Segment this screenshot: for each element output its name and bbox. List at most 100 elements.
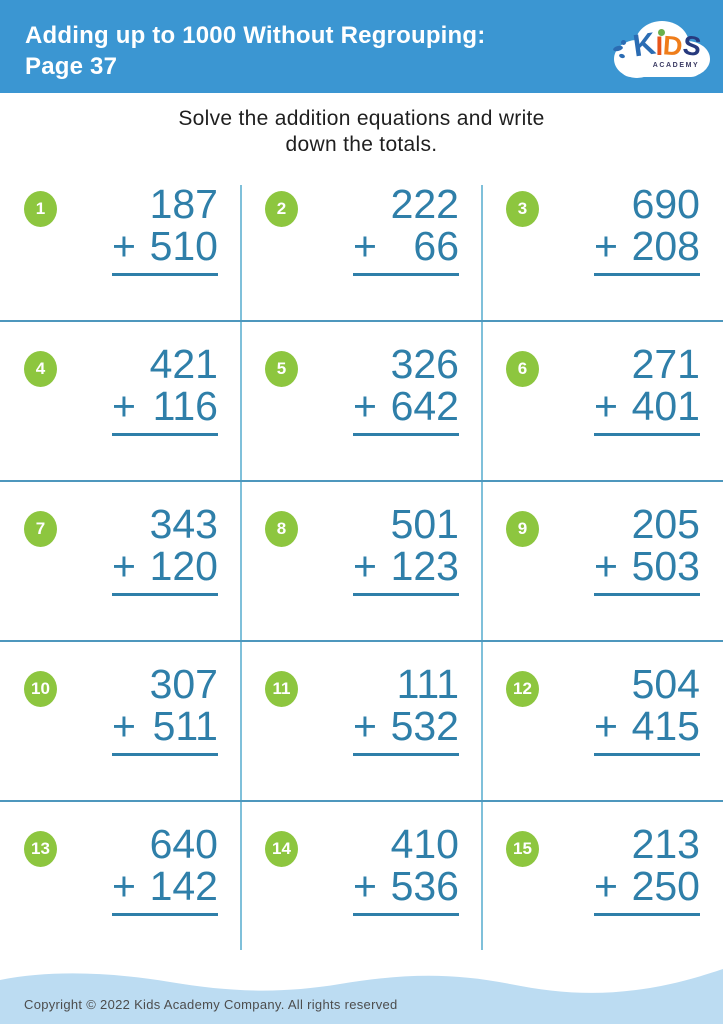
plus-sign: + (594, 543, 618, 589)
answer-blank[interactable] (112, 913, 218, 916)
answer-blank[interactable] (353, 433, 459, 436)
addend-bottom: 250 (631, 863, 700, 909)
addend-bottom-row: + 511 (112, 705, 218, 747)
addition-problem: 213 + 250 (594, 823, 700, 916)
column-divider (481, 185, 483, 950)
addend-bottom: 510 (149, 223, 218, 269)
addend-top: 343 (149, 501, 218, 547)
addend-top: 271 (631, 341, 700, 387)
problem-number-badge: 9 (506, 511, 539, 547)
answer-blank[interactable] (594, 273, 700, 276)
problem-number-badge: 12 (506, 671, 539, 707)
addition-problem: 410 + 536 (353, 823, 459, 916)
page-title-line1: Adding up to 1000 Without Regrouping: (25, 22, 486, 49)
problem-cell-12: 12 504 + 415 (482, 641, 723, 801)
plus-sign: + (353, 543, 377, 589)
addend-bottom-row: + 536 (353, 865, 459, 907)
problem-number-badge: 14 (265, 831, 298, 867)
answer-blank[interactable] (594, 913, 700, 916)
answer-blank[interactable] (594, 753, 700, 756)
addend-bottom-row: + 208 (594, 225, 700, 267)
addend-bottom: 142 (149, 863, 218, 909)
row-divider (0, 480, 723, 482)
logo-wordmark: KIDS (627, 25, 707, 64)
addition-problem: 187 + 510 (112, 183, 218, 276)
logo-letter-s: S (680, 29, 703, 63)
answer-blank[interactable] (353, 593, 459, 596)
addend-bottom: 511 (152, 703, 218, 749)
addend-bottom-row: + 66 (353, 225, 459, 267)
row-divider (0, 640, 723, 642)
logo-text: KIDS ACADEMY (627, 25, 707, 69)
answer-blank[interactable] (353, 273, 459, 276)
problem-number-badge: 10 (24, 671, 57, 707)
addition-problem: 222 + 66 (353, 183, 459, 276)
answer-blank[interactable] (112, 273, 218, 276)
addend-top: 205 (631, 501, 700, 547)
problem-cell-8: 8 501 + 123 (241, 481, 482, 641)
addend-bottom: 532 (390, 703, 459, 749)
answer-blank[interactable] (353, 913, 459, 916)
plus-sign: + (353, 863, 377, 909)
page-title: Adding up to 1000 Without Regrouping: Pa… (25, 20, 485, 82)
addend-top: 307 (149, 661, 218, 707)
addition-problem: 501 + 123 (353, 503, 459, 596)
answer-blank[interactable] (112, 753, 218, 756)
addition-problem: 343 + 120 (112, 503, 218, 596)
addend-bottom: 642 (390, 383, 459, 429)
addend-bottom: 208 (631, 223, 700, 269)
addend-bottom-row: + 142 (112, 865, 218, 907)
addend-top: 222 (390, 181, 459, 227)
addend-bottom: 536 (390, 863, 459, 909)
problem-number-badge: 8 (265, 511, 298, 547)
addition-problem: 421 + 116 (112, 343, 218, 436)
addition-problem: 326 + 642 (353, 343, 459, 436)
plus-sign: + (594, 703, 618, 749)
cloud-icon (614, 21, 710, 78)
addend-bottom-row: + 503 (594, 545, 700, 587)
problem-number-badge: 7 (24, 511, 57, 547)
addend-bottom: 123 (390, 543, 459, 589)
logo-letter-k: K (630, 25, 658, 64)
addend-bottom: 120 (149, 543, 218, 589)
answer-blank[interactable] (353, 753, 459, 756)
answer-blank[interactable] (112, 433, 218, 436)
problem-number-badge: 4 (24, 351, 57, 387)
addend-top: 421 (149, 341, 218, 387)
answer-blank[interactable] (594, 433, 700, 436)
addition-problem: 640 + 142 (112, 823, 218, 916)
addend-top: 213 (631, 821, 700, 867)
problem-number-badge: 5 (265, 351, 298, 387)
problem-cell-5: 5 326 + 642 (241, 321, 482, 481)
plus-sign: + (594, 223, 618, 269)
addend-bottom-row: + 642 (353, 385, 459, 427)
problem-number-badge: 6 (506, 351, 539, 387)
footer: Copyright © 2022 Kids Academy Company. A… (0, 966, 723, 1024)
problem-number-badge: 1 (24, 191, 57, 227)
footer-wave (0, 969, 723, 1024)
answer-blank[interactable] (112, 593, 218, 596)
header-bar: Adding up to 1000 Without Regrouping: Pa… (0, 0, 723, 93)
addend-top: 410 (390, 821, 459, 867)
addend-bottom: 116 (152, 383, 218, 429)
page-title-line2: Page 37 (25, 53, 118, 80)
addend-bottom-row: + 120 (112, 545, 218, 587)
column-divider (240, 185, 242, 950)
addend-bottom: 66 (413, 223, 459, 269)
addend-top: 326 (390, 341, 459, 387)
addend-bottom: 415 (631, 703, 700, 749)
answer-blank[interactable] (594, 593, 700, 596)
addend-top: 111 (396, 661, 459, 707)
problem-cell-1: 1 187 + 510 (0, 161, 241, 321)
addend-bottom-row: + 401 (594, 385, 700, 427)
logo-subtitle: ACADEMY (652, 62, 700, 69)
plus-sign: + (112, 703, 136, 749)
problem-number-badge: 15 (506, 831, 539, 867)
plus-sign: + (353, 703, 377, 749)
plus-sign: + (112, 863, 136, 909)
copyright-text: Copyright © 2022 Kids Academy Company. A… (24, 997, 398, 1012)
addend-bottom-row: + 116 (112, 385, 218, 427)
plus-sign: + (112, 383, 136, 429)
plus-sign: + (112, 223, 136, 269)
